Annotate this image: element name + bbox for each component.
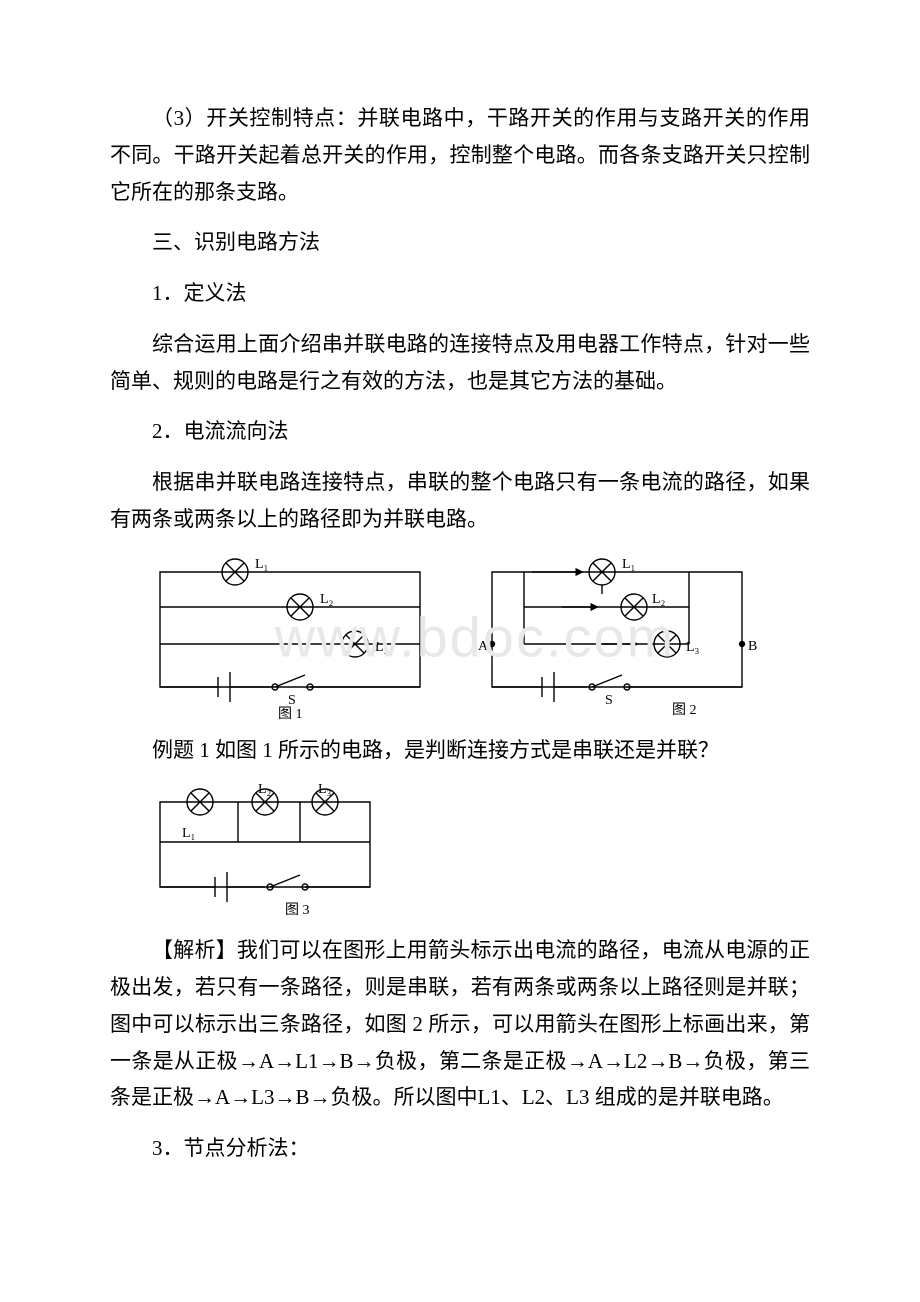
lamp-label-l2: L₂ <box>258 782 272 797</box>
figures-row: www.bdoc.com <box>140 552 810 722</box>
figure-3-caption: 图 3 <box>285 903 310 918</box>
paragraph: 综合运用上面介绍串并联电路的连接特点及用电器工作特点，针对一些简单、规则的电路是… <box>110 326 810 400</box>
figure-3-wrap: L₁ L₂ L₃ 图 3 <box>140 782 810 922</box>
lamp-label-l2: L₂ <box>320 592 334 607</box>
heading-sub: 3．节点分析法： <box>110 1130 810 1167</box>
paragraph: （3）开关控制特点：并联电路中，干路开关的作用与支路开关的作用不同。干路开关起着… <box>110 100 810 210</box>
lamp-label-l3: L₃ <box>318 782 332 797</box>
figure-1-caption: 图 1 <box>278 707 303 722</box>
page: （3）开关控制特点：并联电路中，干路开关的作用与支路开关的作用不同。干路开关起着… <box>0 0 920 1302</box>
figure-1: L₁ L₂ L₃ S 图 1 <box>140 552 440 722</box>
switch-label: S <box>605 693 613 708</box>
heading-sub: 1．定义法 <box>110 275 810 312</box>
heading-sub: 2．电流流向法 <box>110 413 810 450</box>
node-b-label: B <box>748 639 757 654</box>
figure-2: L₁ L₂ L₃ A B S 图 2 <box>472 552 762 722</box>
lamp-label-l1: L₁ <box>622 557 635 572</box>
paragraph: 例题 1 如图 1 所示的电路，是判断连接方式是串联还是并联？ <box>110 732 810 769</box>
heading-section: 三、识别电路方法 <box>110 224 810 261</box>
paragraph: 【解析】我们可以在图形上用箭头标示出电流的路径，电流从电源的正极出发，若只有一条… <box>110 932 810 1116</box>
lamp-label-l2: L₂ <box>652 592 666 607</box>
lamp-label-l1: L₁ <box>255 557 268 572</box>
lamp-label-l1: L₁ <box>182 826 195 841</box>
switch-label: S <box>288 693 296 708</box>
node-a-label: A <box>478 639 489 654</box>
figure-2-caption: 图 2 <box>672 703 697 718</box>
lamp-label-l3: L₃ <box>686 640 700 655</box>
paragraph: 根据串并联电路连接特点，串联的整个电路只有一条电流的路径，如果有两条或两条以上的… <box>110 464 810 538</box>
lamp-label-l3: L₃ <box>375 640 389 655</box>
figure-3: L₁ L₂ L₃ 图 3 <box>140 782 390 922</box>
